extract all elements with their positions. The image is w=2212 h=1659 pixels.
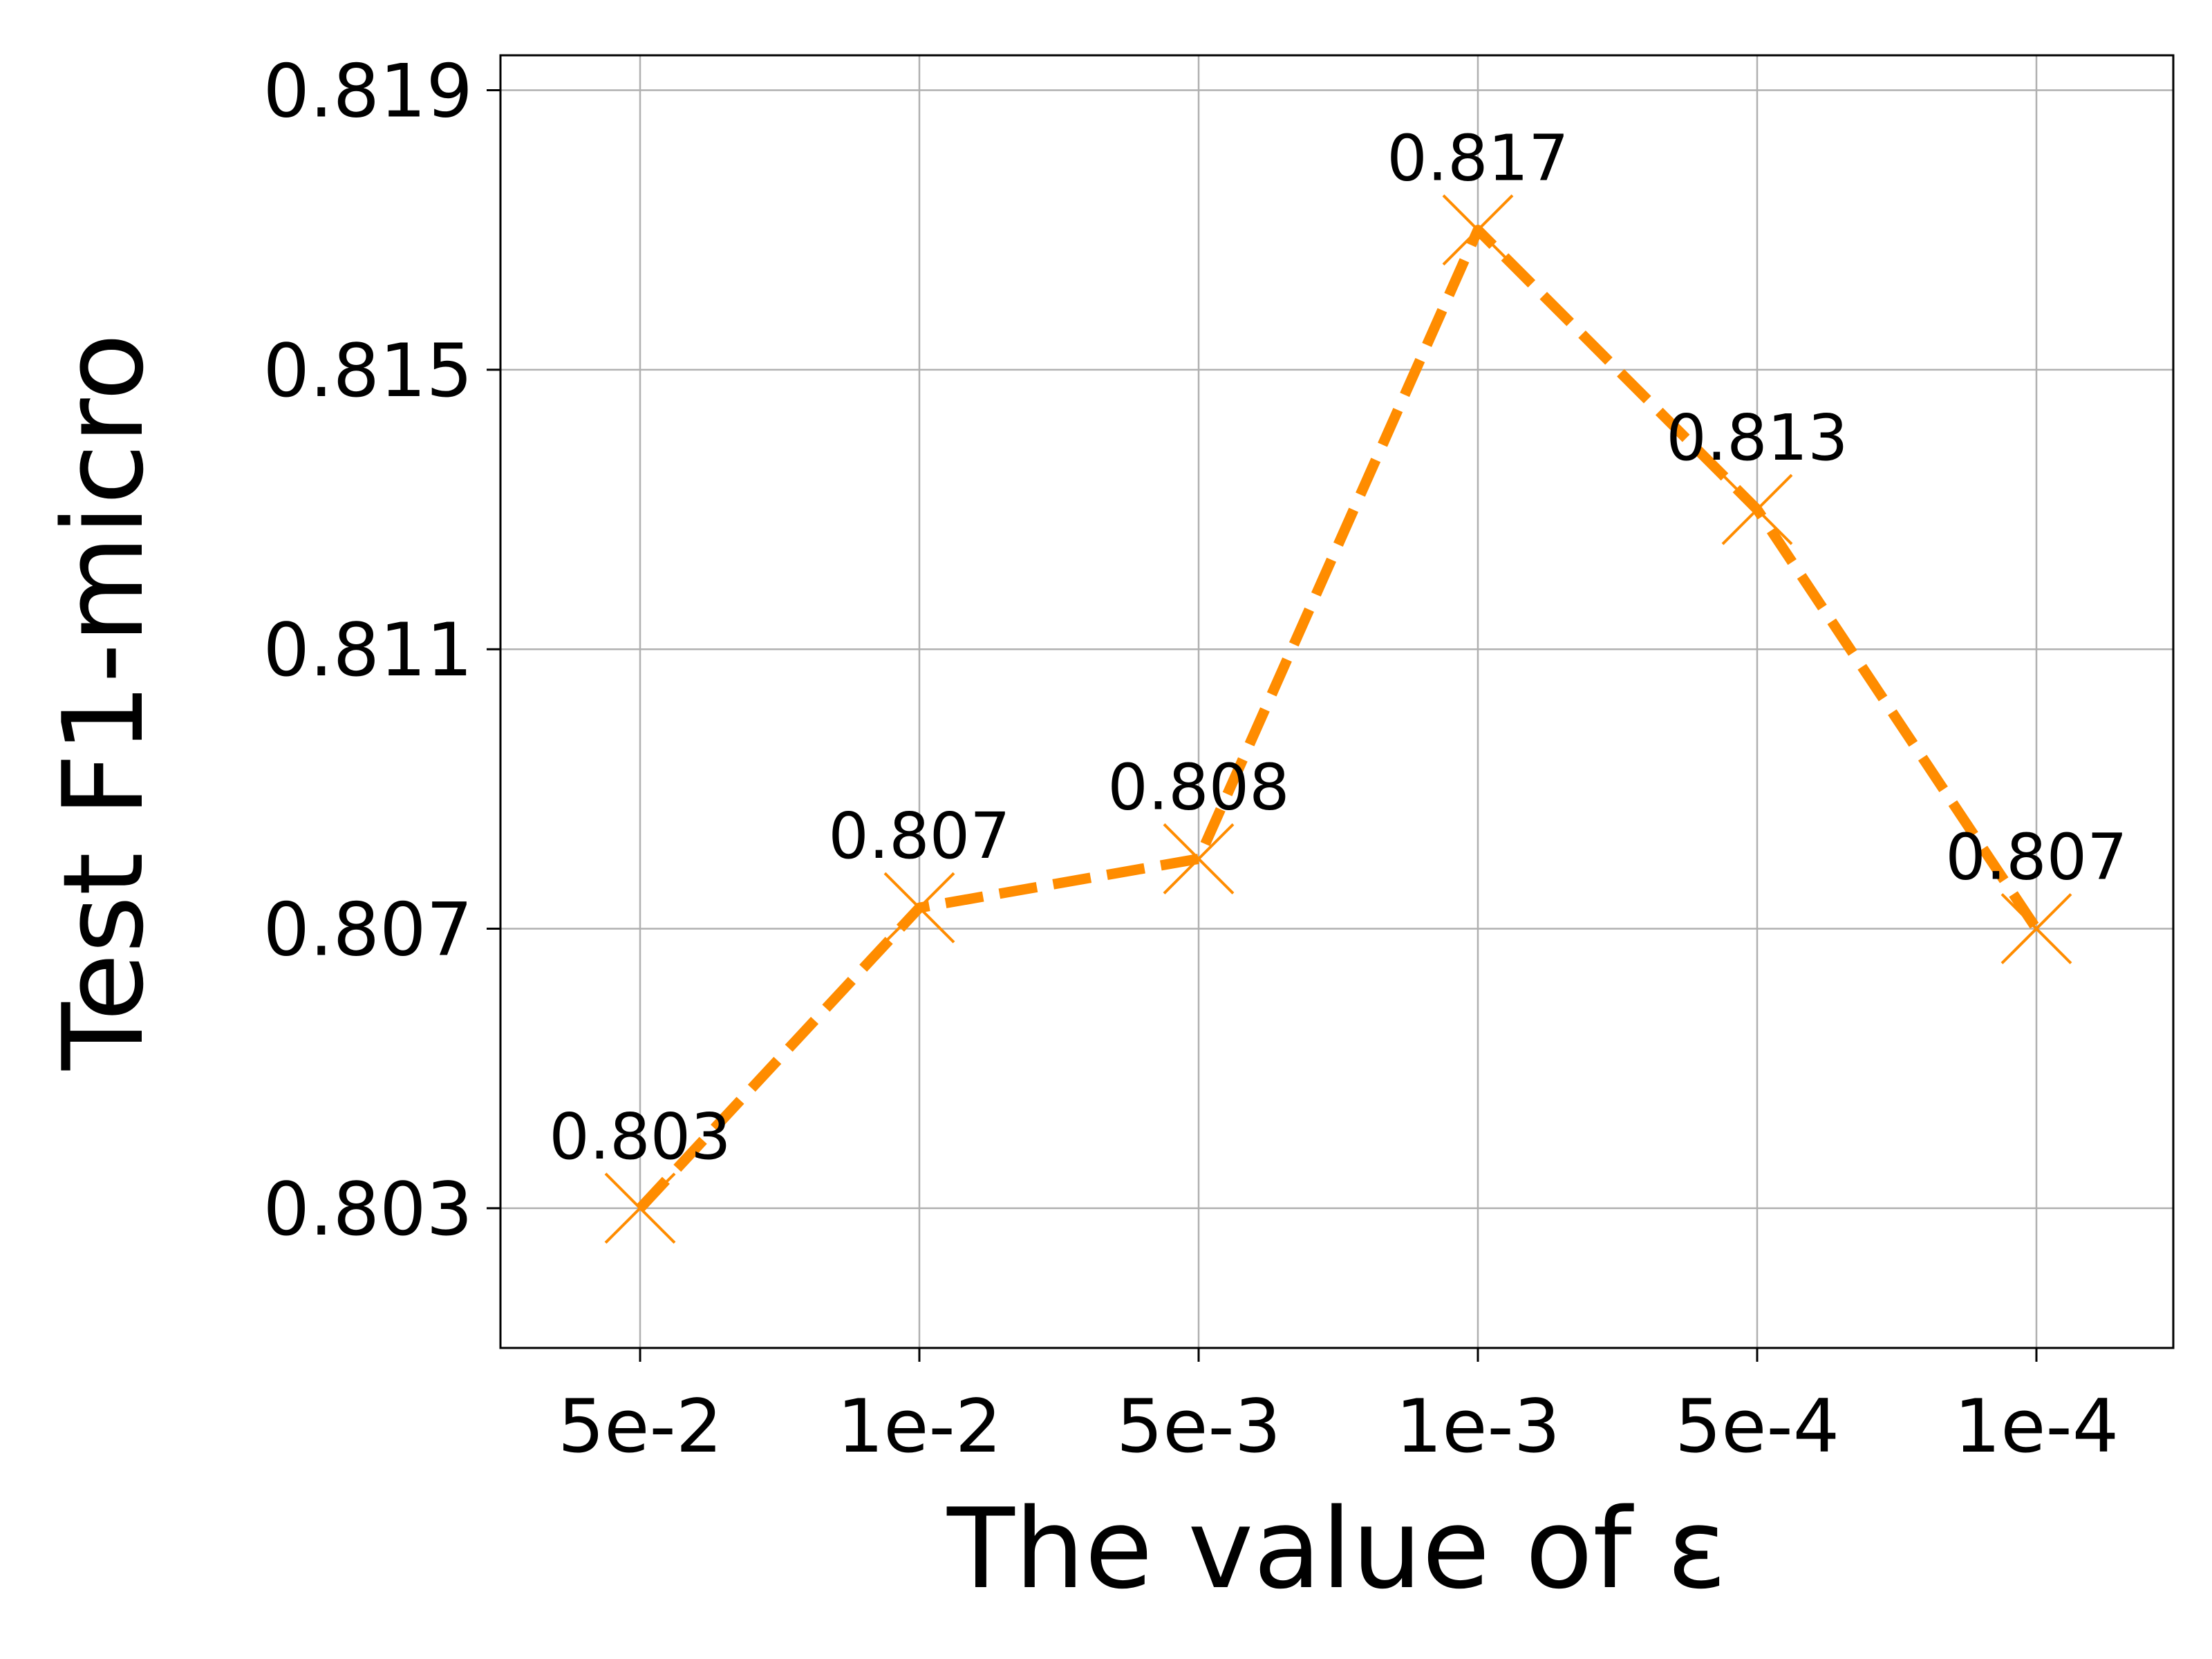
y-tick-label: 0.815 [263,328,473,413]
data-label: 0.817 [1387,122,1568,196]
x-tick-label: 1e-3 [1396,1384,1560,1469]
data-point-marker [1442,194,1514,266]
plot-frame [499,54,2175,1349]
marker-stroke [2000,893,2072,964]
marker-stroke [1721,474,1793,545]
marker-stroke [1163,823,1235,894]
data-label: 0.813 [1666,401,1848,475]
plot-area [500,55,2173,1348]
series-path [636,225,2041,1212]
y-axis-label: Test F1-micro [39,333,168,1071]
data-point-marker [883,872,955,944]
x-tick-label: 1e-4 [1954,1384,2119,1469]
y-tick-label: 0.819 [263,49,473,134]
x-axis-label: The value of ε [946,1484,1727,1613]
marker-stroke [1442,194,1514,266]
y-tick-label: 0.807 [263,888,473,973]
y-tick-label: 0.811 [263,608,473,693]
data-label: 0.803 [549,1100,731,1174]
marker-stroke [604,1172,676,1244]
x-tick-label: 5e-3 [1116,1384,1281,1469]
data-point-marker [2000,893,2072,964]
axes: 5e-2 1e-2 5e-3 1e-3 5e-4 1e-4 0.803 0.807 0.811 0… [263,49,2119,1469]
data-label: 0.807 [828,799,1010,873]
data-label: 0.807 [1945,821,2127,894]
marker-stroke [883,872,955,944]
x-tick-label: 5e-4 [1675,1384,1839,1469]
x-tick-label: 1e-2 [837,1384,1002,1469]
data-point-marker [604,1172,676,1244]
y-tick-label: 0.803 [263,1167,473,1252]
x-tick-label: 5e-2 [558,1384,722,1469]
series-line: 0.803 0.807 0.808 0.817 0.813 0.807 [549,122,2128,1244]
data-point-marker [1163,823,1235,894]
data-label: 0.808 [1107,750,1289,824]
data-point-marker [1721,474,1793,545]
grid [500,55,2173,1348]
